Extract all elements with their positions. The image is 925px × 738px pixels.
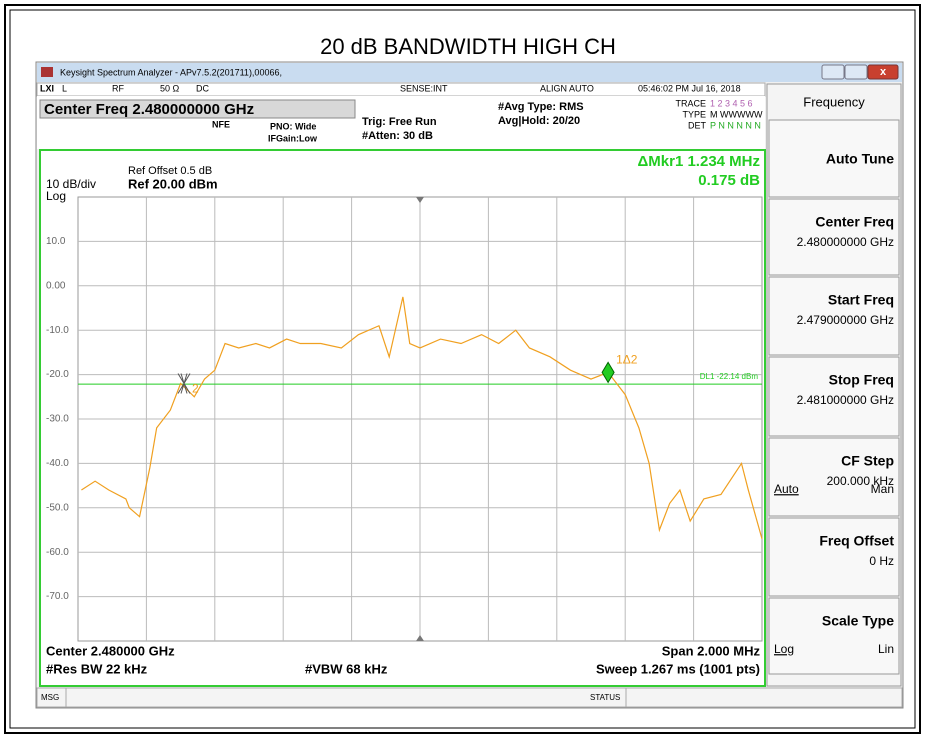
scale: 10 dB/div [46,177,96,191]
center-freq-box [39,99,356,119]
softkey[interactable] [768,437,900,517]
softkey-label: Scale Type [822,613,894,629]
center-freq: Center Freq 2.480000000 GHz [44,101,254,118]
marker-label: 1Δ2 [616,353,638,367]
softkey-header: Frequency [803,94,865,109]
display-line-label: DL1 -22.14 dBm [700,372,759,381]
trace-label: TRACE [675,98,706,108]
pno: PNO: Wide [270,121,316,131]
msg: MSG [41,693,59,702]
ref-offset: Ref Offset 0.5 dB [128,165,212,177]
softkey-value: 2.481000000 GHz [797,393,894,407]
softkey-label: Auto Tune [826,151,894,167]
title-bar [37,63,902,82]
y-tick-label: -30.0 [46,414,69,425]
coupling: DC [196,83,209,93]
softkey[interactable] [768,597,900,675]
message-bar [36,687,903,708]
inner-frame [9,9,916,729]
type-val: M WWWWW [710,109,763,119]
align: ALIGN AUTO [540,83,594,93]
softkey-label: Start Freq [828,292,894,308]
close-button[interactable] [867,64,899,80]
softkey[interactable] [768,276,900,356]
softkey-label: Stop Freq [829,372,894,388]
softkey-value: 2.480000000 GHz [797,235,894,249]
softkey[interactable] [768,356,900,437]
softkey[interactable] [768,517,900,597]
status: STATUS [590,693,620,702]
window-title: Keysight Spectrum Analyzer - APv7.5.2(20… [60,67,282,77]
softkey-label: Center Freq [815,214,894,230]
y-tick-label: -60.0 [46,547,69,558]
avg-hold: Avg|Hold: 20/20 [498,115,580,127]
softkey-value: 2.479000000 GHz [797,313,894,327]
footer-rbw: #Res BW 22 kHz [46,661,148,676]
softkey-value: 200.000 kHz [827,474,894,488]
softkey-option-right: Lin [878,642,894,656]
softkey[interactable] [768,198,900,276]
ref-level: Ref 20.00 dBm [128,176,218,191]
marker-label: 2 [192,382,199,396]
scale-type: Log [46,189,66,203]
det-val: P N N N N N [710,120,761,130]
softkey-value: 0 Hz [869,554,894,568]
footer-span: Span 2.000 MHz [662,643,761,658]
y-tick-label: -50.0 [46,502,69,513]
nfe: NFE [212,119,230,129]
marker-readout: ΔMkr1 1.234 MHz [638,153,761,170]
softkey-label: Freq Offset [819,533,894,549]
softkey-label: CF Step [841,453,894,469]
footer-vbw: #VBW 68 kHz [305,661,388,676]
trig: Trig: Free Run [362,116,437,128]
footer-sweep: Sweep 1.267 ms (1001 pts) [596,661,760,676]
softkey-option-left: Log [774,642,794,656]
minimize-button[interactable] [821,64,845,80]
footer-center: Center 2.480000 GHz [46,643,175,658]
sense: SENSE:INT [400,83,448,93]
app-icon [41,67,53,77]
softkeys: Auto Tune Center Freq 2.480000000 GHz Start… [768,119,900,675]
softkey-option-left: Auto [774,482,799,496]
mode-icon: LXI [40,83,54,93]
avg-type: #Avg Type: RMS [498,101,584,113]
plot-panel [39,149,766,687]
maximize-button[interactable] [844,64,868,80]
impedance: 50 Ω [160,83,180,93]
det-label: DET [688,120,707,130]
rf: RF [112,83,124,93]
marker [601,361,615,384]
y-tick-label: -40.0 [46,458,69,469]
trace [81,296,763,540]
atten: #Atten: 30 dB [362,130,433,142]
y-tick-label: -20.0 [46,369,69,380]
y-tick-label: -10.0 [46,325,69,336]
softkey-option-right: Man [871,482,894,496]
marker [177,373,191,394]
y-tick-label: 10.0 [46,236,66,247]
marker-value: 0.175 dB [698,172,760,189]
close-icon: x [880,66,887,78]
y-tick-label: -70.0 [46,591,69,602]
y-tick-label: 0.00 [46,280,66,291]
type-label: TYPE [682,109,706,119]
trace-nums: 1 2 3 4 5 6 [710,98,753,108]
time: 05:46:02 PM Jul 16, 2018 [638,83,741,93]
page-title: 20 dB BANDWIDTH HIGH CH [320,34,616,59]
mode: L [62,83,67,93]
ifgain: IFGain:Low [268,133,318,143]
softkey[interactable] [768,119,900,198]
